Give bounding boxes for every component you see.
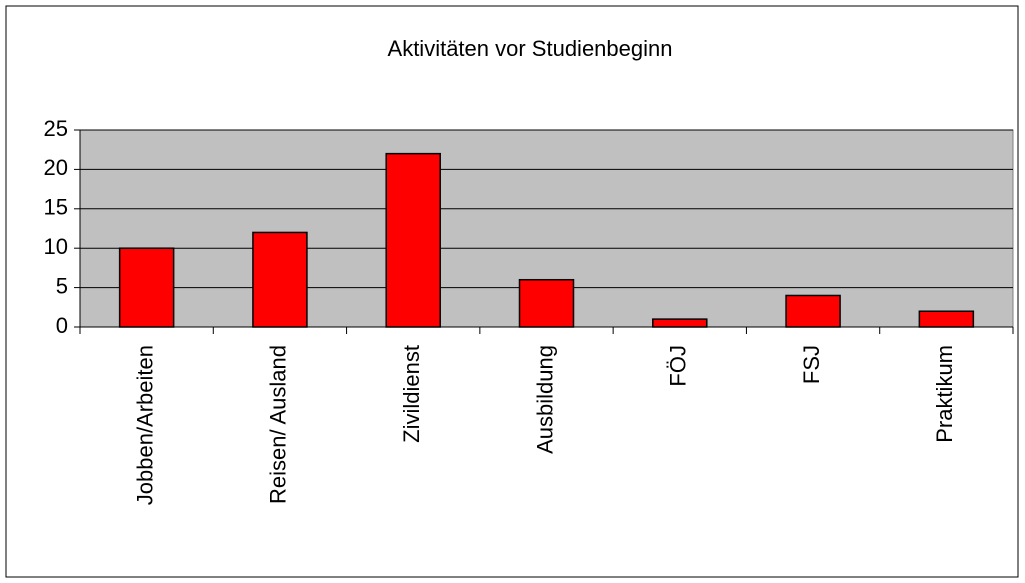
bar — [118, 247, 175, 328]
chart-title: Aktivitäten vor Studienbeginn — [388, 36, 673, 61]
y-tick-label: 5 — [56, 273, 68, 298]
bar — [252, 231, 308, 328]
y-tick-label: 0 — [56, 313, 68, 338]
x-tick-label: Jobben/Arbeiten — [132, 345, 157, 505]
x-tick-label: FÖJ — [666, 345, 691, 387]
y-tick-label: 20 — [44, 155, 68, 180]
x-tick-label: Reisen/ Ausland — [266, 345, 291, 504]
bar — [785, 294, 841, 328]
x-tick-label: Ausbildung — [532, 345, 557, 454]
x-tick-label: FSJ — [799, 345, 824, 384]
x-tick-label: Praktikum — [932, 345, 957, 443]
y-tick-label: 25 — [44, 116, 68, 141]
bar — [652, 318, 708, 328]
x-tick-label: Zivildienst — [399, 345, 424, 443]
bar — [918, 310, 975, 328]
y-tick-label: 15 — [44, 195, 68, 220]
bar — [385, 152, 441, 328]
y-tick-label: 10 — [44, 234, 68, 259]
bar — [518, 278, 575, 328]
